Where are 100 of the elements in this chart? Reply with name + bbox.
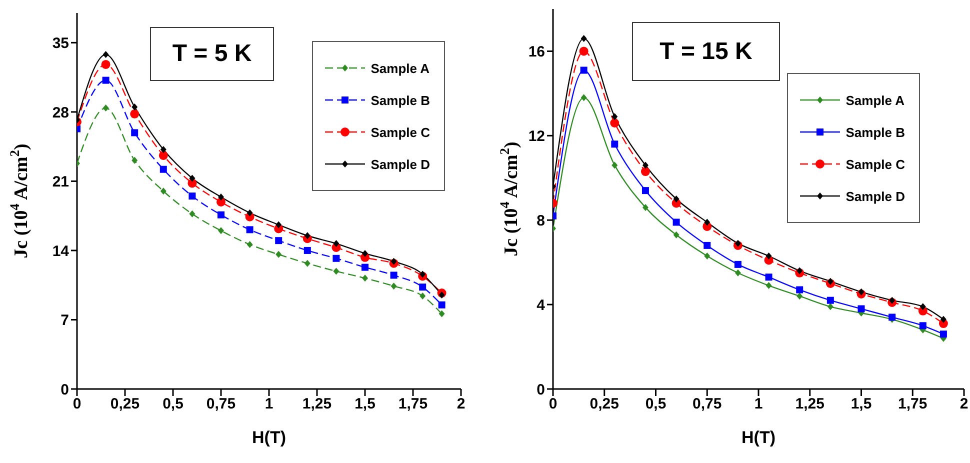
y-tick-label: 12: [528, 128, 545, 145]
point: [332, 254, 340, 262]
x-tick-label: 1: [264, 396, 274, 413]
legend-label: Sample C: [370, 124, 430, 140]
point: [438, 310, 445, 318]
point: [642, 187, 649, 194]
legend-label: Sample A: [370, 60, 430, 76]
point: [246, 209, 253, 216]
x-tick-label: 0,25: [590, 396, 619, 413]
point: [580, 35, 587, 42]
legend-label: Sample B: [846, 124, 905, 140]
point: [940, 330, 947, 338]
point: [132, 104, 138, 110]
y-tick-label: 16: [528, 44, 545, 61]
point: [642, 162, 648, 169]
point: [610, 118, 620, 128]
x-tick-label: 1,5: [850, 396, 872, 413]
point: [704, 218, 710, 226]
x-tick-label: 0: [72, 396, 82, 413]
legend-label: Sample C: [846, 156, 905, 172]
point: [940, 316, 946, 323]
y-tick-label: 4: [536, 296, 546, 314]
x-tick-label: 1,75: [898, 396, 928, 413]
point: [304, 246, 311, 254]
point: [102, 104, 109, 112]
point: [102, 76, 110, 84]
point: [160, 146, 166, 154]
point: [160, 188, 166, 195]
point: [420, 292, 426, 300]
annotation: T = 15 K: [632, 22, 780, 81]
point: [246, 226, 254, 234]
x-tick-label: 0,25: [110, 396, 140, 413]
point: [612, 113, 618, 120]
point: [130, 109, 140, 118]
point: [438, 301, 446, 308]
point: [275, 237, 282, 244]
point: [827, 278, 834, 285]
legend-label: Sample B: [370, 92, 430, 108]
point: [362, 264, 368, 271]
x-tick-label: 2: [960, 396, 968, 413]
point: [704, 252, 710, 260]
y-tick-label: 0: [536, 381, 545, 398]
y-tick-label: 28: [52, 104, 69, 122]
point: [858, 305, 865, 312]
point: [246, 241, 253, 248]
y-tick-label: 14: [52, 242, 70, 260]
point: [673, 196, 680, 202]
point: [218, 194, 224, 201]
point: [304, 260, 310, 267]
y-tick-label: 35: [52, 35, 69, 52]
point: [734, 240, 741, 247]
point: [640, 167, 650, 176]
point: [919, 322, 926, 330]
point: [858, 288, 864, 296]
point: [131, 129, 138, 136]
point: [218, 211, 224, 218]
point: [796, 286, 804, 294]
point: [304, 232, 310, 240]
point: [189, 174, 196, 182]
point: [796, 292, 803, 300]
point: [579, 46, 588, 56]
point: [160, 166, 167, 173]
point: [765, 274, 772, 281]
point: [580, 94, 587, 102]
point: [189, 210, 196, 218]
point: [101, 60, 110, 69]
point: [333, 240, 340, 248]
point: [276, 221, 282, 228]
point: [734, 269, 741, 276]
point: [362, 250, 368, 257]
y-tick-label: 8: [536, 212, 545, 230]
point: [132, 156, 138, 164]
annotation: T = 5 K: [150, 27, 274, 81]
point: [580, 66, 588, 74]
x-tick-label: 1: [754, 396, 763, 413]
point: [333, 268, 340, 275]
point: [673, 231, 680, 238]
point: [420, 270, 426, 278]
x-tick-label: 0: [548, 396, 558, 413]
point: [642, 204, 648, 211]
legend-label: Sample A: [846, 92, 905, 108]
point: [158, 150, 168, 160]
point: [390, 272, 398, 279]
legend-label: Sample D: [370, 156, 430, 172]
point: [672, 218, 680, 226]
y-tick-label: 7: [60, 312, 69, 330]
x-tick-label: 1,5: [354, 396, 376, 413]
point: [276, 250, 282, 258]
point: [827, 303, 834, 310]
x-tick-label: 0,75: [206, 396, 236, 413]
point: [362, 274, 368, 282]
x-tick-label: 0,5: [645, 396, 666, 413]
point: [796, 267, 803, 274]
point: [218, 227, 224, 234]
point: [438, 292, 445, 298]
point: [188, 192, 196, 200]
x-tick-label: 2: [456, 396, 466, 413]
point: [612, 162, 618, 169]
x-tick-label: 1,25: [302, 396, 332, 413]
point: [826, 296, 834, 304]
